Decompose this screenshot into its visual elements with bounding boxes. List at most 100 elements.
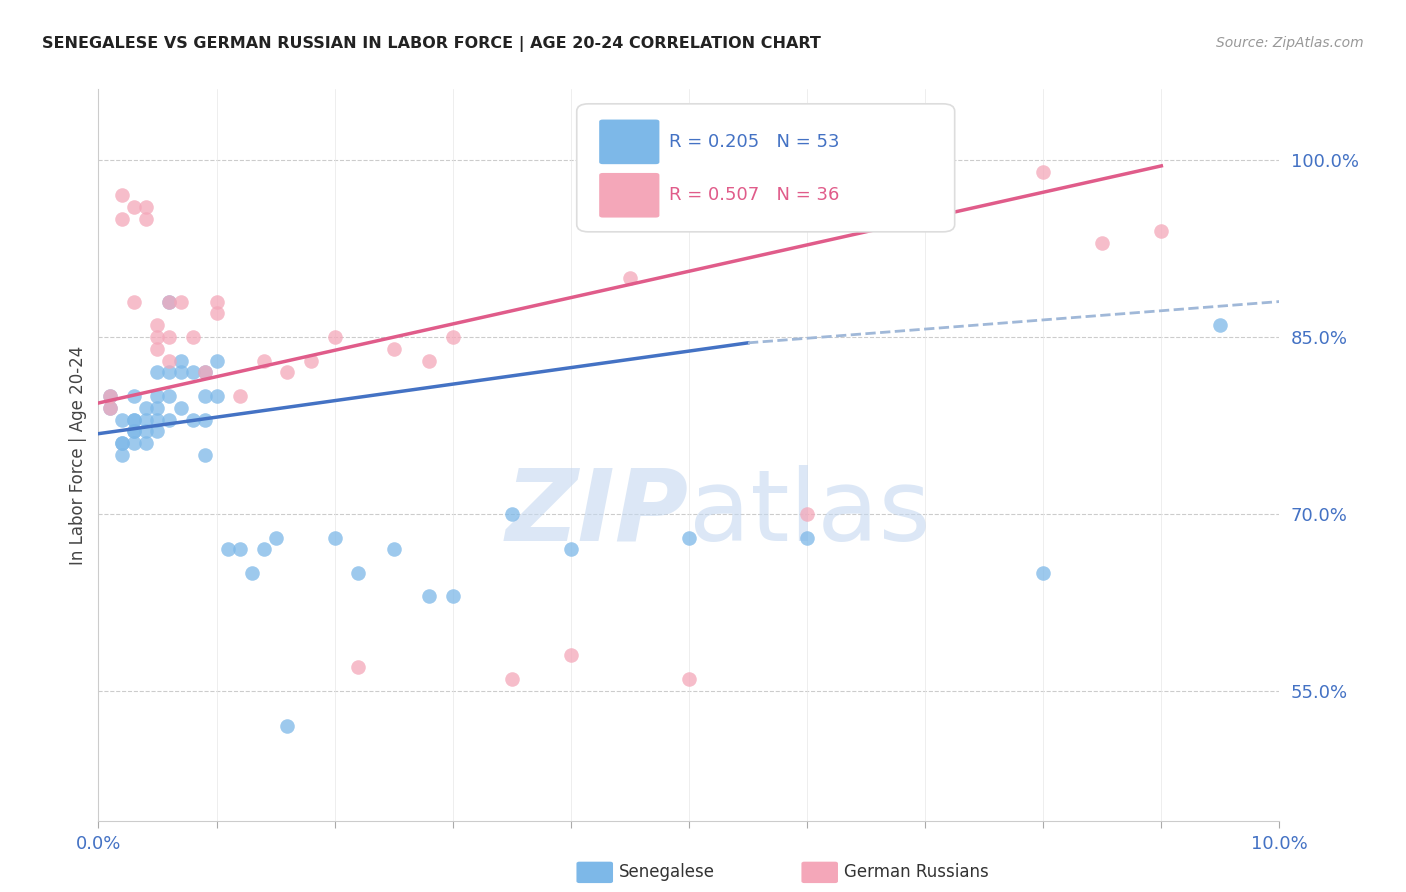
Point bbox=[122, 412, 145, 426]
Point bbox=[122, 389, 145, 403]
Point bbox=[382, 542, 405, 557]
Point bbox=[418, 353, 440, 368]
Point bbox=[98, 401, 121, 415]
Point bbox=[98, 389, 121, 403]
Point bbox=[146, 330, 169, 344]
Point bbox=[253, 353, 276, 368]
Point bbox=[181, 412, 204, 426]
Point bbox=[111, 436, 134, 450]
Point bbox=[157, 294, 180, 309]
Point bbox=[146, 412, 169, 426]
Point bbox=[135, 401, 157, 415]
Point bbox=[796, 507, 818, 521]
Point bbox=[157, 353, 180, 368]
Point bbox=[501, 507, 523, 521]
Point bbox=[205, 294, 228, 309]
Point bbox=[347, 660, 370, 674]
Point bbox=[135, 200, 157, 214]
Point bbox=[229, 542, 252, 557]
Point bbox=[619, 271, 641, 285]
Point bbox=[146, 342, 169, 356]
Point bbox=[560, 648, 582, 663]
Point bbox=[157, 412, 180, 426]
Point bbox=[796, 531, 818, 545]
Point bbox=[111, 448, 134, 462]
Point bbox=[135, 412, 157, 426]
Point bbox=[1209, 318, 1232, 333]
Text: Senegalese: Senegalese bbox=[619, 863, 714, 881]
Text: ZIP: ZIP bbox=[506, 465, 689, 562]
Y-axis label: In Labor Force | Age 20-24: In Labor Force | Age 20-24 bbox=[69, 345, 87, 565]
Text: German Russians: German Russians bbox=[844, 863, 988, 881]
Point bbox=[170, 401, 193, 415]
Point bbox=[441, 590, 464, 604]
Point bbox=[111, 436, 134, 450]
Point bbox=[146, 318, 169, 333]
Point bbox=[122, 436, 145, 450]
Point bbox=[194, 365, 217, 379]
Point bbox=[194, 365, 217, 379]
FancyBboxPatch shape bbox=[599, 120, 659, 164]
Point bbox=[323, 531, 346, 545]
Point bbox=[501, 672, 523, 686]
Point bbox=[347, 566, 370, 580]
Point bbox=[441, 330, 464, 344]
FancyBboxPatch shape bbox=[599, 173, 659, 218]
Point bbox=[170, 353, 193, 368]
Point bbox=[253, 542, 276, 557]
Point bbox=[122, 425, 145, 439]
Point bbox=[276, 365, 298, 379]
Point bbox=[276, 719, 298, 733]
Point bbox=[170, 365, 193, 379]
Point bbox=[678, 531, 700, 545]
Point bbox=[560, 542, 582, 557]
Point bbox=[146, 389, 169, 403]
Point bbox=[122, 294, 145, 309]
Point bbox=[157, 389, 180, 403]
Point bbox=[264, 531, 287, 545]
Point bbox=[98, 401, 121, 415]
Point bbox=[111, 211, 134, 226]
Point bbox=[135, 211, 157, 226]
Point bbox=[382, 342, 405, 356]
Text: SENEGALESE VS GERMAN RUSSIAN IN LABOR FORCE | AGE 20-24 CORRELATION CHART: SENEGALESE VS GERMAN RUSSIAN IN LABOR FO… bbox=[42, 36, 821, 52]
Point bbox=[111, 412, 134, 426]
Point bbox=[98, 389, 121, 403]
Point bbox=[205, 389, 228, 403]
Point bbox=[1091, 235, 1114, 250]
Point bbox=[111, 188, 134, 202]
FancyBboxPatch shape bbox=[576, 103, 955, 232]
Point bbox=[194, 389, 217, 403]
Point bbox=[205, 353, 228, 368]
Text: Source: ZipAtlas.com: Source: ZipAtlas.com bbox=[1216, 36, 1364, 50]
Point bbox=[194, 448, 217, 462]
Point bbox=[1150, 224, 1173, 238]
Point bbox=[181, 330, 204, 344]
Point bbox=[157, 294, 180, 309]
Point bbox=[157, 365, 180, 379]
Point bbox=[146, 365, 169, 379]
Point bbox=[146, 401, 169, 415]
Point bbox=[205, 306, 228, 320]
Point bbox=[194, 412, 217, 426]
Point bbox=[1032, 165, 1054, 179]
Point bbox=[323, 330, 346, 344]
Point bbox=[135, 425, 157, 439]
Point bbox=[181, 365, 204, 379]
Point bbox=[1032, 566, 1054, 580]
Point bbox=[146, 425, 169, 439]
Point bbox=[122, 412, 145, 426]
Point bbox=[678, 672, 700, 686]
Text: R = 0.507   N = 36: R = 0.507 N = 36 bbox=[669, 186, 839, 204]
Point bbox=[229, 389, 252, 403]
Text: atlas: atlas bbox=[689, 465, 931, 562]
Point bbox=[135, 436, 157, 450]
Point bbox=[299, 353, 322, 368]
Point bbox=[217, 542, 239, 557]
Point bbox=[170, 294, 193, 309]
Point bbox=[122, 425, 145, 439]
Point bbox=[122, 200, 145, 214]
Point bbox=[418, 590, 440, 604]
Text: R = 0.205   N = 53: R = 0.205 N = 53 bbox=[669, 133, 839, 151]
Point bbox=[240, 566, 263, 580]
